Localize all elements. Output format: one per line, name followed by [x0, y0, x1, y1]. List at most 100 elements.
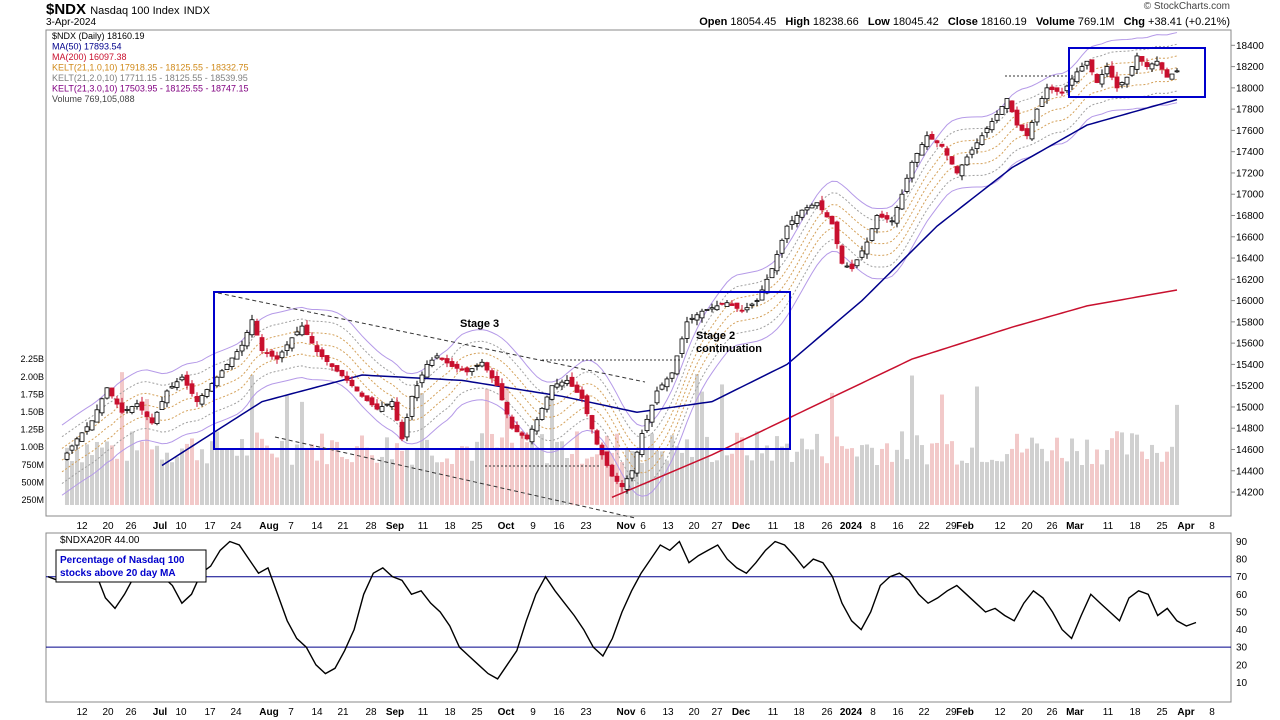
candle-body	[734, 302, 740, 309]
price-tick-label: 17000	[1236, 190, 1264, 201]
volume-bar	[65, 447, 69, 505]
candle-body	[334, 365, 340, 372]
candle-body	[799, 209, 805, 218]
candle-body	[504, 401, 510, 415]
candle-body	[84, 426, 90, 432]
volume-bar	[695, 373, 699, 505]
date-tick-label: 18	[444, 521, 456, 532]
breadth-tick-label: 40	[1236, 625, 1248, 636]
candle-body	[654, 390, 660, 404]
candle-body	[984, 128, 990, 134]
volume-bar	[1150, 444, 1154, 505]
volume-bar	[600, 444, 604, 505]
consolidation-box	[1068, 47, 1206, 98]
candle-body	[354, 386, 360, 392]
candle-body	[884, 215, 890, 220]
volume-bar	[220, 449, 224, 505]
candle-body	[859, 250, 865, 258]
volume-bar	[215, 431, 219, 505]
volume-bar	[1140, 451, 1144, 505]
breadth-callout-line2: stocks above 20 day MA	[60, 568, 176, 579]
candle-body	[784, 225, 790, 240]
volume-bar	[945, 444, 949, 505]
date-tick-label: 27	[711, 521, 723, 532]
breadth-date-tick-label: Mar	[1066, 707, 1084, 718]
candle-body	[219, 370, 225, 378]
date-tick-label: 12	[76, 521, 88, 532]
candle-body	[684, 321, 690, 339]
volume-bar	[575, 431, 579, 505]
high-value: 18238.66	[812, 16, 859, 28]
volume-bar	[1100, 464, 1104, 505]
candle-body	[874, 215, 880, 230]
candle-body	[779, 239, 785, 254]
candle-body	[1164, 69, 1170, 78]
volume-bar	[1115, 431, 1119, 505]
breadth-date-tick-label: 21	[337, 707, 349, 718]
candle-body	[659, 384, 665, 390]
breadth-date-tick-label: Sep	[386, 707, 404, 718]
volume-bar	[740, 437, 744, 505]
candle-body	[794, 215, 800, 224]
volume-bar	[935, 442, 939, 505]
volume-bar	[200, 449, 204, 505]
volume-bar	[845, 448, 849, 505]
breadth-date-tick-label: 12	[994, 707, 1006, 718]
volume-bar	[780, 446, 784, 505]
candle-body	[174, 381, 180, 388]
candle-body	[204, 389, 210, 397]
volume-tick-label: 1.00B	[20, 442, 44, 452]
candle-body	[864, 241, 870, 255]
volume-bar	[400, 450, 404, 505]
candle-body	[164, 390, 170, 404]
candle-body	[289, 337, 295, 349]
candle-body	[604, 451, 610, 466]
volume-bar	[890, 461, 894, 505]
volume-bar	[1010, 448, 1014, 505]
candle-body	[239, 344, 245, 352]
volume-bar	[510, 442, 514, 505]
volume-bar	[645, 449, 649, 505]
candle-body	[584, 395, 590, 415]
breadth-date-tick-label: 26	[821, 707, 833, 718]
volume-bar	[835, 436, 839, 505]
volume-bar	[520, 430, 524, 505]
volume-bar	[910, 375, 914, 505]
candle-body	[739, 309, 745, 312]
candle-body	[694, 314, 700, 321]
candle-body	[929, 133, 935, 140]
index-name: Nasdaq 100 Index	[90, 5, 180, 17]
candle-body	[109, 387, 115, 397]
candle-body	[414, 385, 420, 399]
volume-bar	[990, 459, 994, 505]
volume-bar	[185, 443, 189, 505]
candle-body	[394, 401, 400, 421]
candle-body	[359, 392, 365, 397]
candle-body	[134, 403, 140, 407]
candle-body	[129, 406, 135, 413]
volume-bar	[300, 401, 304, 505]
chart-date: 3-Apr-2024	[46, 17, 97, 28]
volume-label: Volume	[1035, 16, 1075, 28]
date-tick-label: 11	[1103, 521, 1114, 532]
keltner-band-3-lower	[61, 102, 1178, 497]
price-panel-frame	[45, 29, 1232, 517]
candle-body	[99, 398, 105, 414]
breadth-tick-label: 90	[1236, 537, 1248, 548]
candle-body	[449, 361, 455, 367]
candle-body	[639, 433, 645, 456]
candle-body	[749, 303, 755, 306]
volume-bar	[805, 449, 809, 505]
volume-bar	[385, 437, 389, 505]
candle-body	[484, 362, 490, 371]
candle-body	[829, 215, 835, 225]
breadth-tick-label: 50	[1236, 607, 1248, 618]
breadth-date-tick-label: Apr	[1177, 707, 1194, 718]
volume-bar	[555, 441, 559, 505]
volume-tick-label: 2.25B	[20, 354, 44, 364]
candle-body	[519, 432, 525, 436]
volume-bar	[495, 447, 499, 505]
breadth-date-tick-label: Oct	[498, 707, 515, 718]
date-tick-label: 16	[892, 521, 904, 532]
